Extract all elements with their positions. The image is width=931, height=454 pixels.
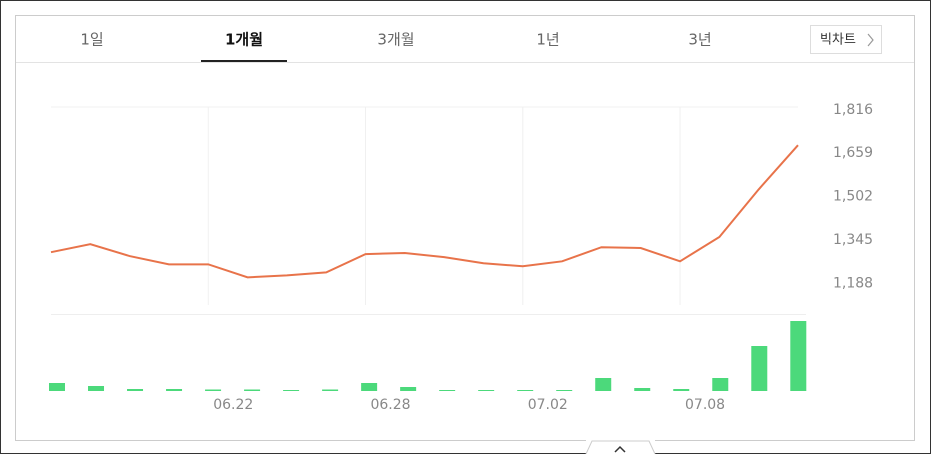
volume-bar (322, 389, 339, 391)
big-chart-button[interactable] (810, 25, 882, 54)
volume-bar (712, 378, 729, 391)
volume-bar (205, 389, 222, 391)
volume-bar (790, 321, 807, 391)
volume-bar (166, 389, 183, 391)
collapse-icon (614, 445, 626, 453)
volume-bar (439, 390, 456, 391)
volume-bar (49, 383, 65, 391)
volume-bar (556, 390, 573, 391)
x-tick-label: 07.08 (685, 397, 725, 413)
tab[interactable]: 3개월 (377, 31, 414, 49)
volume-bar (673, 389, 690, 391)
volume-bar (283, 390, 300, 391)
widget (15, 15, 915, 441)
y-tick-label: 1,345 (833, 232, 873, 248)
y-tick-label: 1,659 (833, 145, 873, 161)
volume-bar (751, 346, 768, 391)
volume-bar (634, 388, 651, 391)
y-tick-label: 1,502 (833, 189, 873, 205)
volume-bar (595, 378, 612, 391)
volume-bar (478, 390, 495, 391)
x-tick-label: 06.22 (213, 397, 253, 413)
chevron (867, 33, 874, 47)
x-tick-label: 07.02 (528, 397, 568, 413)
volume-bar (400, 387, 417, 391)
big-chart-label: 빅차트 (820, 33, 856, 48)
volume-bar (517, 390, 534, 391)
tab[interactable]: 1일 (80, 31, 103, 49)
x-tick-label: 06.28 (370, 397, 410, 413)
tab[interactable]: 1개월 (225, 31, 263, 49)
y-tick-label: 1,188 (833, 275, 873, 291)
volume-bar (88, 386, 105, 391)
tab[interactable]: 1년 (536, 31, 559, 49)
tab-underline (201, 60, 287, 62)
tab[interactable]: 3년 (688, 31, 711, 49)
volume-bar (361, 383, 378, 391)
y-tick-label: 1,816 (833, 102, 873, 118)
price-line (50, 144, 799, 279)
volume-bar (127, 389, 144, 391)
volume-bar (244, 389, 261, 391)
